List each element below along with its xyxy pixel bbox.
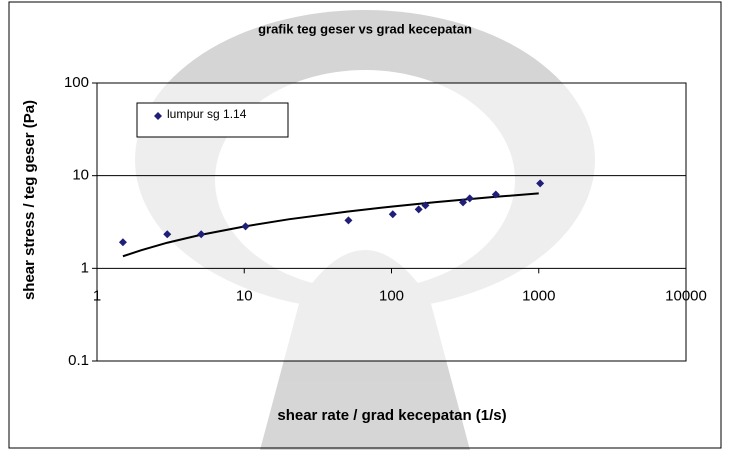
chart: grafik teg geser vs grad kecepatan shear…: [0, 0, 731, 450]
x-tick-label: 1000: [522, 287, 555, 304]
x-tick-label: 100: [379, 287, 404, 304]
chart-title: grafik teg geser vs grad kecepatan: [258, 21, 472, 36]
legend-label: lumpur sg 1.14: [167, 107, 247, 121]
y-axis-label: shear stress / teg geser (Pa): [21, 100, 38, 300]
x-tick-label: 1: [93, 287, 101, 304]
y-tick-label: 0.1: [68, 352, 89, 369]
x-tick-label: 10: [236, 287, 253, 304]
x-tick-label: 10000: [665, 287, 707, 304]
y-tick-label: 1: [81, 259, 89, 276]
x-axis-label: shear rate / grad kecepatan (1/s): [277, 407, 506, 424]
y-tick-label: 10: [72, 167, 89, 184]
y-tick-label: 100: [64, 74, 89, 91]
